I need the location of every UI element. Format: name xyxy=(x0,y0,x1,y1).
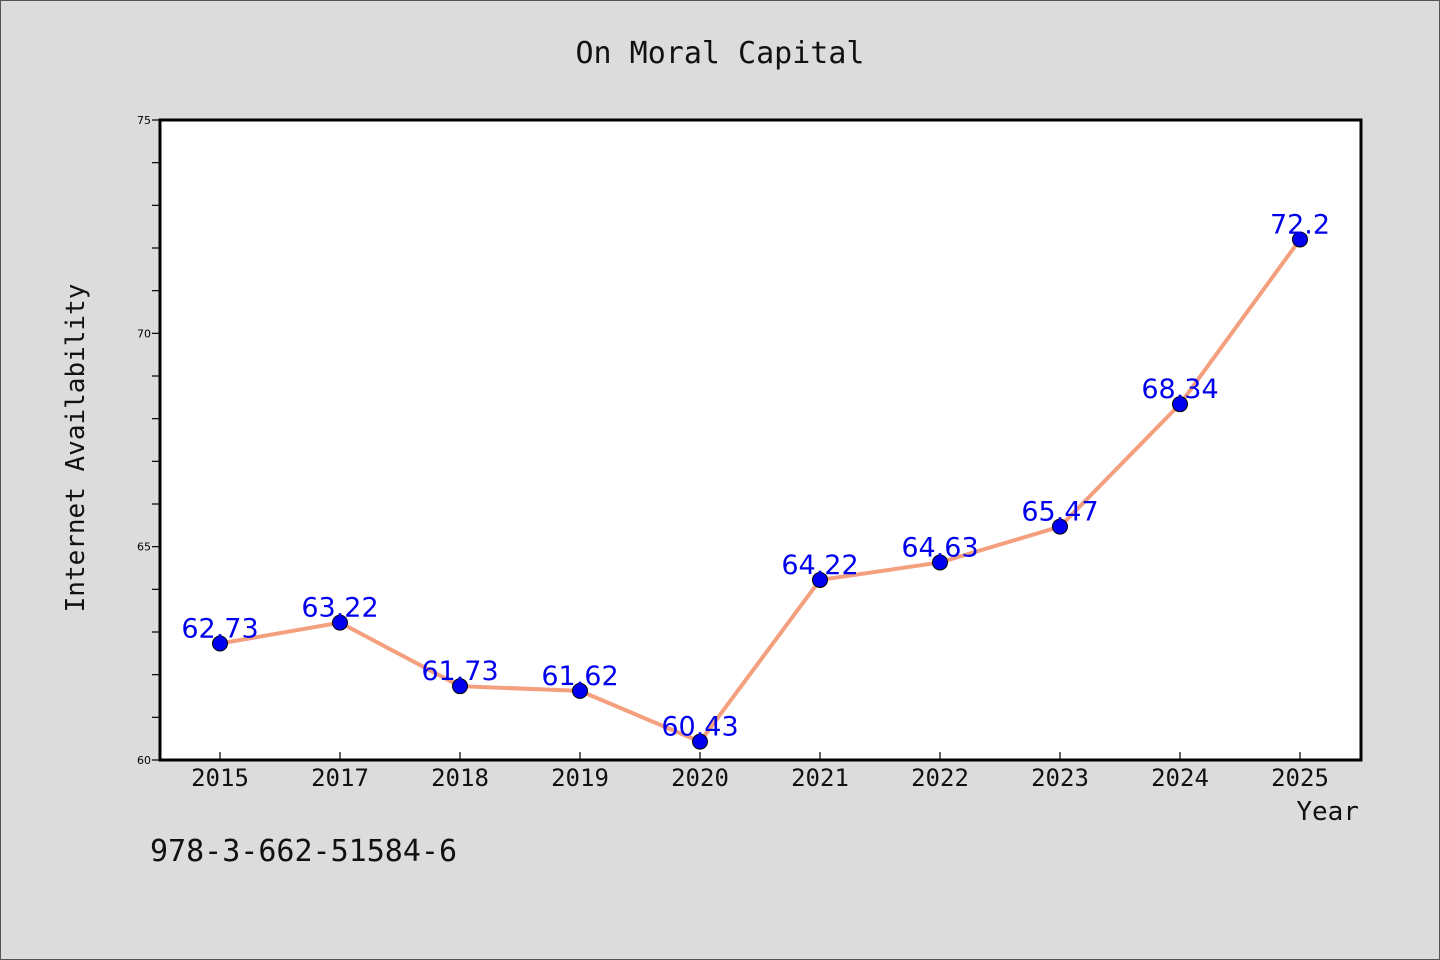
data-point xyxy=(932,554,948,571)
data-point xyxy=(452,678,468,695)
data-point xyxy=(212,635,228,652)
data-point xyxy=(692,733,708,750)
x-tick-label: 2019 xyxy=(551,764,609,792)
series-line xyxy=(219,238,1302,744)
x-tick-label: 2015 xyxy=(191,764,249,792)
x-axis-label: Year xyxy=(1296,797,1359,827)
y-tick-label: 65 xyxy=(137,541,151,554)
data-label: 64.63 xyxy=(901,532,978,563)
plot-area xyxy=(158,118,1363,762)
data-point xyxy=(812,571,828,588)
x-tick-label: 2024 xyxy=(1151,764,1209,792)
data-label: 63.22 xyxy=(301,593,378,624)
y-axis-label: Internet Availability xyxy=(61,284,91,613)
isbn-text: 978-3-662-51584-6 xyxy=(150,834,458,869)
data-label: 61.73 xyxy=(421,656,498,687)
x-tick-label: 2020 xyxy=(671,764,729,792)
data-label: 60.43 xyxy=(661,712,738,743)
data-label: 62.73 xyxy=(181,614,258,645)
x-tick-label: 2021 xyxy=(791,764,849,792)
y-tick-label: 75 xyxy=(137,114,151,127)
data-label: 61.62 xyxy=(541,661,618,692)
data-point xyxy=(1052,518,1068,535)
data-label: 65.47 xyxy=(1021,497,1098,528)
x-tick-label: 2025 xyxy=(1271,764,1329,792)
data-point xyxy=(1292,231,1308,248)
x-axis: 2015 2017 2018 2019 2020 2021 2022 2023 2024 2025 xyxy=(191,752,1329,792)
y-tick-label: 70 xyxy=(137,327,151,340)
data-point xyxy=(332,614,348,631)
x-tick-label: 2023 xyxy=(1031,764,1089,792)
data-label: 64.22 xyxy=(781,550,858,581)
x-tick-label: 2018 xyxy=(431,764,489,792)
data-label: 72.2 xyxy=(1270,209,1330,240)
x-tick-label: 2017 xyxy=(311,764,369,792)
chart-title: On Moral Capital xyxy=(576,36,865,71)
y-tick-label: 60 xyxy=(137,754,151,767)
x-tick-label: 2022 xyxy=(911,764,969,792)
series-line-group: 62.73 63.22 61.73 61.62 60.43 64.22 64.63 65.47… xyxy=(181,209,1330,750)
data-label: 68.34 xyxy=(1141,374,1218,405)
data-point xyxy=(1172,396,1188,413)
y-axis: 60 65 70 75 xyxy=(137,114,160,767)
data-point xyxy=(572,682,588,699)
